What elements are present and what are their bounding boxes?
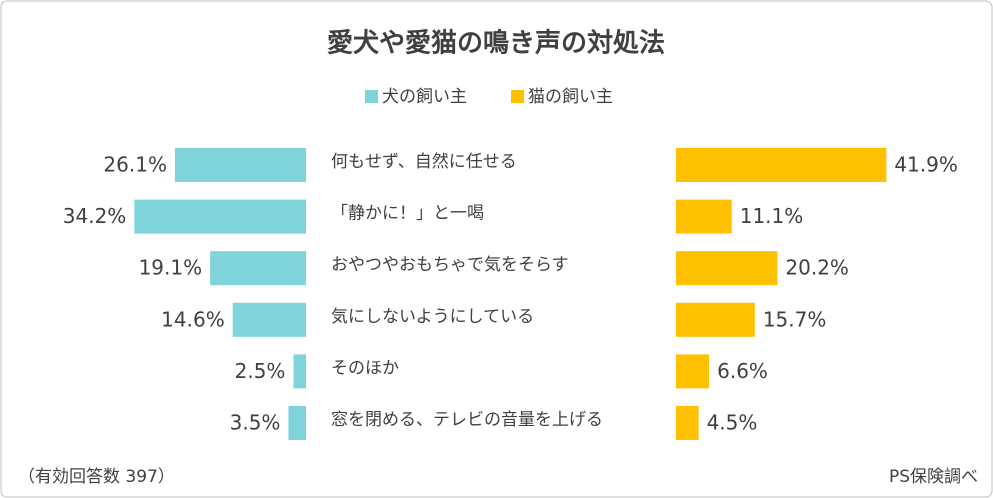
value-label: 14.6% [161, 307, 225, 331]
chart-title: 愛犬や愛猫の鳴き声の対処法 [327, 29, 665, 59]
value-label: 26.1% [103, 153, 167, 177]
bar [676, 354, 710, 389]
legend-label: 犬の飼い主 [382, 87, 467, 107]
category-label: 何もせず、自然に任せる [331, 152, 517, 172]
bar [232, 302, 306, 337]
value-label: 20.2% [785, 256, 849, 280]
bar [210, 251, 306, 286]
bar [288, 406, 306, 440]
value-label: 11.1% [740, 204, 804, 228]
bar [676, 302, 755, 337]
value-label: 15.7% [763, 307, 827, 331]
bar [676, 406, 699, 440]
bar [676, 251, 778, 286]
value-label: 41.9% [894, 153, 958, 177]
bar [293, 354, 306, 389]
value-label: 2.5% [235, 359, 286, 383]
value-label: 6.6% [717, 359, 768, 383]
source: PS保険調べ [889, 467, 978, 487]
legend-label: 猫の飼い主 [528, 87, 613, 107]
category-label: そのほか [331, 358, 399, 378]
category-label: 窓を閉める、テレビの音量を上げる [331, 410, 603, 430]
bar [676, 199, 732, 234]
bar [676, 148, 887, 182]
value-label: 3.5% [230, 411, 281, 435]
bar [134, 199, 306, 234]
bar [174, 148, 306, 182]
category-label: 気にしないようにしている [331, 307, 534, 327]
category-label: おやつやおもちゃで気をそらす [331, 255, 569, 275]
note: （有効回答数 397） [18, 467, 175, 487]
legend-swatch [365, 90, 378, 103]
value-label: 4.5% [707, 411, 758, 435]
category-label: 「静かに！」と一喝 [331, 204, 484, 224]
legend-swatch [511, 90, 524, 103]
value-label: 34.2% [63, 204, 127, 228]
value-label: 19.1% [139, 256, 203, 280]
